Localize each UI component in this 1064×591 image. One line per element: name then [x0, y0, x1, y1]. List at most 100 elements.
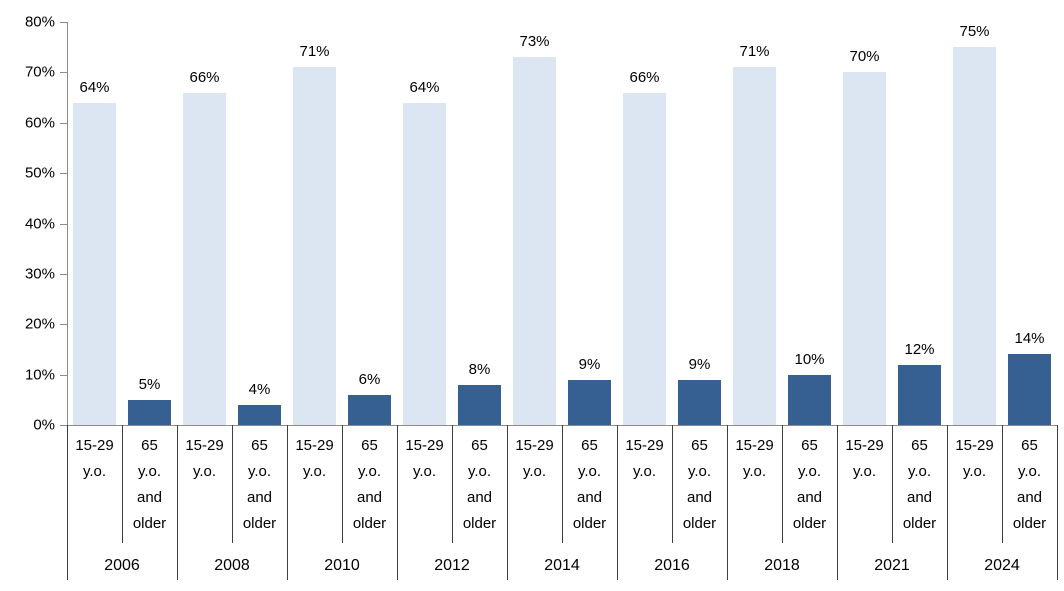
bar-15-29-y-o- — [403, 102, 446, 425]
year-label: 2014 — [544, 557, 580, 574]
subcategory-label: 65 y.o. and older — [572, 437, 607, 532]
year-label: 2012 — [434, 557, 470, 574]
bar-15-29-y-o- — [183, 92, 226, 425]
bar-15-29-y-o- — [293, 67, 336, 425]
bar-value-label: 5% — [138, 375, 161, 393]
subcategory-label: 65 y.o. and older — [132, 437, 167, 532]
year-label: 2006 — [104, 557, 140, 574]
bar-value-label: 75% — [959, 23, 990, 41]
bar-value-label: 6% — [358, 370, 381, 388]
category-group-divider — [287, 425, 288, 580]
bar-value-label: 71% — [299, 43, 330, 61]
y-axis-tick-label: 0% — [33, 416, 55, 434]
bar-value-label: 66% — [629, 68, 660, 86]
bar-65-y-o-and-older — [898, 364, 941, 425]
bar-65-y-o-and-older — [1008, 354, 1051, 425]
y-axis-tick-label: 50% — [24, 164, 55, 182]
subcategory-label: 15-29 y.o. — [295, 437, 334, 480]
y-axis-tick-label: 70% — [24, 63, 55, 81]
subcategory-divider — [562, 425, 563, 543]
y-axis-tick — [60, 173, 67, 175]
y-axis-tick-label: 40% — [24, 215, 55, 232]
bar-value-label: 64% — [409, 78, 440, 96]
bar-value-label: 9% — [578, 355, 601, 373]
bar-value-label: 70% — [849, 48, 880, 66]
year-label: 2010 — [324, 557, 360, 574]
category-group-divider — [1057, 425, 1058, 580]
bar-65-y-o-and-older — [788, 374, 831, 425]
bar-value-label: 10% — [794, 350, 825, 368]
category-group-divider — [397, 425, 398, 580]
bar-value-label: 9% — [688, 355, 711, 373]
bar-15-29-y-o- — [953, 47, 996, 425]
subcategory-divider — [232, 425, 233, 543]
y-axis-tick-label: 10% — [24, 366, 55, 384]
bar-15-29-y-o- — [843, 72, 886, 425]
subcategory-label: 65 y.o. and older — [462, 437, 497, 532]
subcategory-label: 15-29 y.o. — [75, 437, 114, 480]
subcategory-label: 65 y.o. and older — [242, 437, 277, 532]
y-axis-tick — [60, 374, 67, 376]
bar-value-label: 4% — [248, 380, 271, 398]
subcategory-divider — [892, 425, 893, 543]
subcategory-label: 65 y.o. and older — [792, 437, 827, 532]
bar-15-29-y-o- — [513, 57, 556, 425]
subcategory-divider — [672, 425, 673, 543]
y-axis-line — [67, 22, 68, 425]
y-axis-tick — [60, 223, 67, 225]
subcategory-label: 15-29 y.o. — [515, 437, 554, 480]
y-axis-tick — [60, 273, 67, 275]
category-group-divider — [177, 425, 178, 580]
y-axis-tick — [60, 324, 67, 326]
subcategory-label: 65 y.o. and older — [352, 437, 387, 532]
subcategory-label: 65 y.o. and older — [1012, 437, 1047, 532]
y-axis-tick-label: 30% — [24, 265, 55, 283]
subcategory-divider — [782, 425, 783, 543]
bar-15-29-y-o- — [733, 67, 776, 425]
y-axis-tick-label: 60% — [24, 114, 55, 132]
category-group-divider — [507, 425, 508, 580]
subcategory-label: 15-29 y.o. — [845, 437, 884, 480]
bar-value-label: 66% — [189, 68, 220, 86]
bar-65-y-o-and-older — [348, 394, 391, 425]
bar-65-y-o-and-older — [128, 399, 171, 425]
year-label: 2008 — [214, 557, 250, 574]
bar-15-29-y-o- — [623, 92, 666, 425]
subcategory-divider — [1002, 425, 1003, 543]
subcategory-label: 15-29 y.o. — [625, 437, 664, 480]
y-axis-tick — [60, 72, 67, 74]
year-label: 2018 — [764, 557, 800, 574]
y-axis-tick — [60, 425, 67, 426]
y-axis-tick-label: 80% — [24, 13, 55, 31]
bar-15-29-y-o- — [73, 102, 116, 425]
category-group-divider — [837, 425, 838, 580]
bar-value-label: 73% — [519, 33, 550, 51]
subcategory-label: 15-29 y.o. — [405, 437, 444, 480]
subcategory-label: 15-29 y.o. — [955, 437, 994, 480]
subcategory-divider — [452, 425, 453, 543]
bar-value-label: 64% — [79, 78, 110, 96]
year-label: 2016 — [654, 557, 690, 574]
bar-65-y-o-and-older — [238, 404, 281, 425]
bar-65-y-o-and-older — [458, 384, 501, 425]
bar-value-label: 12% — [904, 340, 935, 358]
subcategory-label: 65 y.o. and older — [682, 437, 717, 532]
category-group-divider — [947, 425, 948, 580]
y-axis-tick — [60, 122, 67, 124]
bar-value-label: 8% — [468, 360, 491, 378]
bar-value-label: 71% — [739, 43, 770, 61]
category-group-divider — [727, 425, 728, 580]
year-label: 2024 — [984, 557, 1020, 574]
subcategory-label: 15-29 y.o. — [735, 437, 774, 480]
subcategory-divider — [342, 425, 343, 543]
bar-65-y-o-and-older — [568, 379, 611, 425]
bar-65-y-o-and-older — [678, 379, 721, 425]
subcategory-divider — [122, 425, 123, 543]
category-group-divider — [617, 425, 618, 580]
subcategory-label: 65 y.o. and older — [902, 437, 937, 532]
y-axis-tick-label: 20% — [24, 315, 55, 333]
category-group-divider — [67, 425, 68, 580]
y-axis-tick — [60, 22, 67, 23]
year-label: 2021 — [874, 557, 910, 574]
